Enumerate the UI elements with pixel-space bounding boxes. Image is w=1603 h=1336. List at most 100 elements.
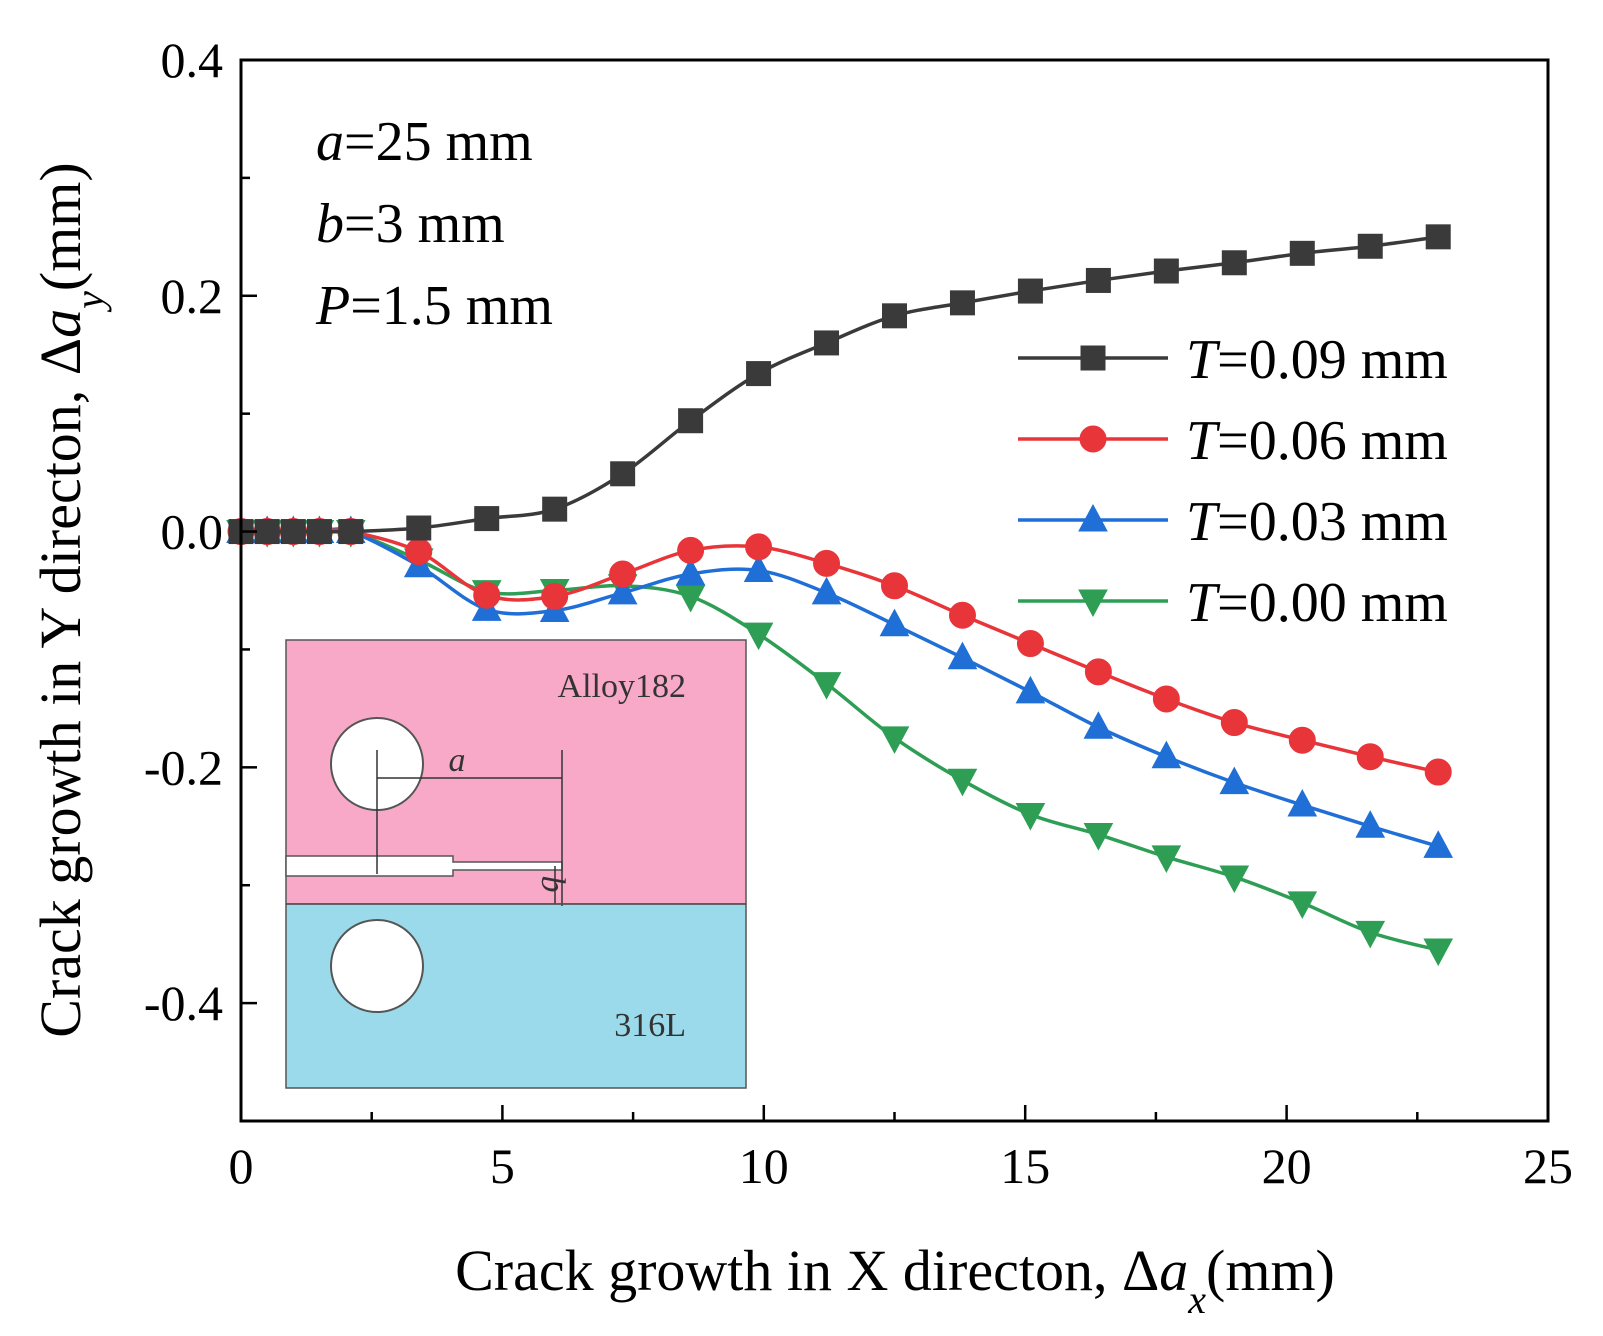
x-tick-label: 0	[229, 1138, 254, 1194]
data-point	[1017, 278, 1043, 304]
data-point	[1423, 830, 1454, 858]
data-point	[541, 582, 569, 610]
data-point	[406, 515, 432, 541]
data-point	[1016, 630, 1044, 658]
x-tick-label: 10	[739, 1138, 789, 1194]
legend-item-2: T=0.03 mm	[1018, 491, 1448, 553]
data-point	[1152, 685, 1180, 713]
data-point	[607, 576, 638, 605]
data-point	[542, 496, 568, 522]
y-tick-label: -0.2	[144, 739, 223, 795]
data-point	[1015, 675, 1046, 704]
inset-bottom-material: 316L	[614, 1007, 686, 1044]
data-point	[746, 361, 772, 387]
y-tick-label: 0.0	[161, 504, 224, 560]
data-point	[678, 408, 704, 434]
data-point	[1424, 758, 1452, 786]
inset-dim-a-label: a	[449, 742, 466, 779]
inset-top-material: Alloy182	[558, 668, 686, 705]
legend-label: T=0.03 mm	[1186, 491, 1448, 553]
data-point	[1221, 250, 1247, 276]
y-axis-title: Crack growth in Y directon, Δay(mm)	[28, 162, 112, 1037]
series-0	[228, 224, 1451, 545]
data-point	[1289, 240, 1315, 266]
data-point	[338, 519, 364, 545]
data-point	[405, 538, 433, 566]
data-point	[1355, 810, 1386, 838]
data-point	[811, 576, 842, 605]
data-point	[813, 549, 841, 577]
legend-label: T=0.06 mm	[1186, 410, 1448, 472]
inset-dim-b-label: b	[534, 876, 571, 893]
data-point	[306, 519, 332, 545]
param-p: P=1.5 mm	[315, 275, 553, 337]
data-point	[879, 608, 910, 637]
data-point	[743, 554, 774, 582]
data-point	[882, 303, 907, 329]
x-tick-label: 20	[1262, 1138, 1312, 1194]
data-point	[1425, 224, 1451, 250]
data-point	[1220, 709, 1248, 737]
data-point	[1219, 865, 1250, 894]
data-point	[1151, 740, 1182, 769]
data-point	[1423, 938, 1454, 967]
data-point	[881, 572, 908, 600]
data-point	[1151, 845, 1182, 873]
data-point	[610, 461, 636, 487]
legend-label: T=0.09 mm	[1186, 329, 1448, 391]
data-point	[1287, 789, 1318, 817]
data-point	[811, 672, 842, 700]
legend-item-0: T=0.09 mm	[1018, 329, 1448, 391]
data-point	[280, 519, 306, 545]
data-point	[473, 581, 501, 609]
data-point	[1085, 267, 1111, 293]
data-point	[879, 726, 910, 754]
legend: T=0.09 mm T=0.06 mm T=0.03 mm T=0.00 mm	[1018, 329, 1448, 634]
x-tick-label: 15	[1000, 1138, 1050, 1194]
legend-label: T=0.00 mm	[1186, 572, 1448, 634]
x-tick-label: 25	[1523, 1138, 1573, 1194]
data-point	[1153, 258, 1179, 284]
data-point	[609, 560, 637, 588]
legend-marker	[1079, 425, 1107, 453]
data-point	[474, 506, 500, 532]
inset-pin-hole-bottom	[330, 919, 424, 1013]
data-point	[1357, 233, 1383, 259]
data-point	[254, 519, 280, 545]
data-point	[1356, 743, 1384, 771]
data-point	[948, 601, 976, 629]
data-point	[1288, 726, 1316, 754]
ticks	[239, 58, 1550, 1121]
data-point	[947, 768, 978, 797]
data-point	[675, 557, 706, 586]
x-tick-label: 5	[490, 1138, 515, 1194]
data-point	[675, 584, 706, 613]
data-point	[1015, 802, 1046, 831]
tick-labels: 0 5 10 15 20 25 0.4 0.2 0.0 -0.2 -0.4	[144, 32, 1573, 1194]
legend-item-3: T=0.00 mm	[1018, 572, 1448, 634]
data-point	[814, 330, 840, 356]
y-tick-label: 0.2	[161, 268, 224, 324]
legend-item-1: T=0.06 mm	[1018, 410, 1448, 472]
data-point	[1355, 920, 1386, 949]
y-tick-label: -0.4	[144, 975, 223, 1031]
data-point	[947, 641, 978, 670]
param-a: a=25 mm	[316, 111, 533, 173]
inset-schematic: Alloy182 316L a b	[285, 639, 747, 1089]
x-axis-title: Crack growth in X directon, Δax(mm)	[455, 1238, 1335, 1322]
data-point	[1084, 658, 1112, 686]
data-point	[949, 290, 975, 316]
data-point	[1083, 823, 1114, 851]
data-point	[1287, 891, 1318, 919]
legend-marker	[1080, 345, 1106, 371]
data-point	[1219, 766, 1250, 795]
data-point	[745, 533, 773, 561]
data-point	[743, 622, 774, 651]
data-point	[1083, 711, 1114, 739]
data-point	[677, 536, 705, 564]
param-b: b=3 mm	[316, 193, 505, 255]
legend-marker	[1078, 503, 1108, 532]
y-tick-label: 0.4	[161, 32, 224, 88]
series-layer	[226, 224, 1454, 967]
